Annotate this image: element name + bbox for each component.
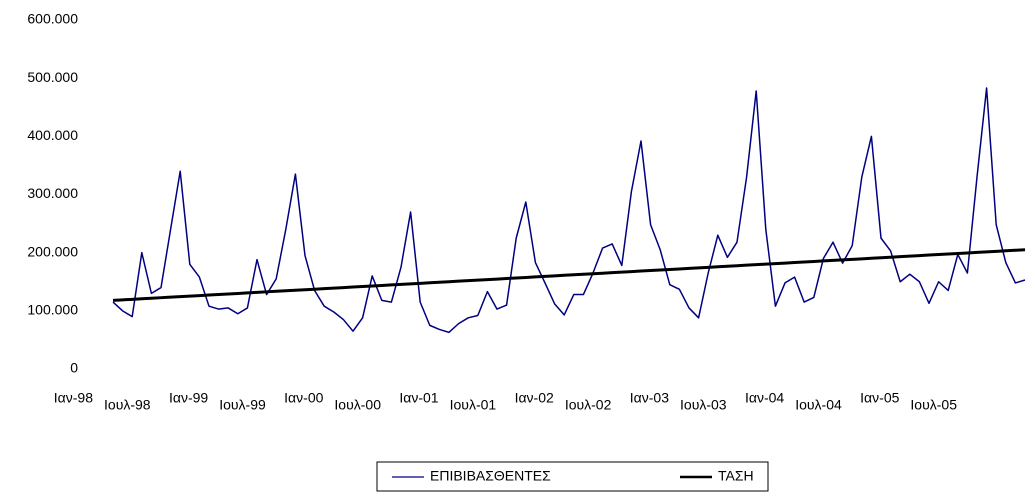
x-tick-label: Ιουλ-01 bbox=[450, 397, 497, 413]
x-tick-label: Ιουλ-98 bbox=[104, 397, 151, 413]
y-tick-label: 500.000 bbox=[27, 69, 78, 85]
x-tick-label: Ιουλ-02 bbox=[565, 397, 612, 413]
legend-label: ΤΑΣΗ bbox=[718, 468, 754, 484]
x-tick-label: Ιουλ-05 bbox=[910, 397, 957, 413]
x-tick-label: Ιαν-00 bbox=[284, 390, 323, 406]
y-tick-label: 200.000 bbox=[27, 243, 78, 259]
y-tick-label: 600.000 bbox=[27, 11, 78, 27]
x-tick-label: Ιαν-03 bbox=[630, 390, 669, 406]
series-line bbox=[112, 87, 1026, 334]
y-tick-label: 0 bbox=[70, 360, 78, 376]
x-tick-label: Ιαν-05 bbox=[860, 390, 899, 406]
x-tick-label: Ιαν-04 bbox=[745, 390, 784, 406]
x-tick-label: Ιαν-99 bbox=[169, 390, 208, 406]
x-tick-label: Ιουλ-00 bbox=[334, 397, 381, 413]
y-tick-label: 300.000 bbox=[27, 185, 78, 201]
series-line bbox=[112, 248, 1026, 302]
x-tick-label: Ιουλ-03 bbox=[680, 397, 727, 413]
x-tick-label: Ιουλ-04 bbox=[795, 397, 842, 413]
y-tick-label: 400.000 bbox=[27, 127, 78, 143]
x-tick-label: Ιαν-01 bbox=[399, 390, 438, 406]
x-tick-label: Ιουλ-99 bbox=[219, 397, 266, 413]
y-tick-label: 100.000 bbox=[27, 302, 78, 318]
x-tick-label: Ιαν-02 bbox=[515, 390, 554, 406]
x-tick-label: Ιαν-98 bbox=[54, 390, 93, 406]
legend-label: ΕΠΙΒΙΒΑΣΘΕΝΤΕΣ bbox=[430, 468, 551, 484]
